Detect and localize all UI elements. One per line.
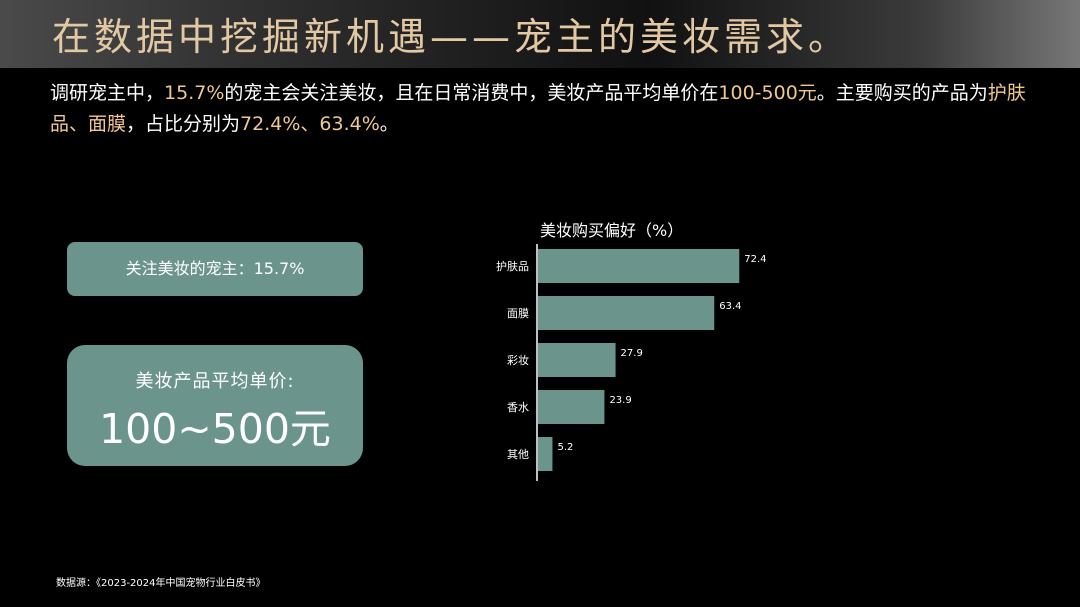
bar-1 [538, 296, 715, 330]
category-label-2: 彩妆 [507, 354, 529, 367]
data-source: 数据源：《2023-2024年中国宠物行业白皮书》 [56, 578, 266, 589]
category-label-4: 其他 [507, 448, 529, 461]
intro-text-2: 的宠主会关注美妆，且在日常消费中，美妆产品平均单价在 [224, 82, 719, 104]
intro-text-3: 。主要购买的产品为 [816, 82, 988, 104]
intro-text-5: 。 [379, 113, 399, 135]
intro-highlight-price: 100-500元 [718, 82, 817, 104]
value-label-0: 72.4 [744, 254, 766, 265]
intro-highlight-percent: 15.7% [164, 82, 225, 104]
value-label-2: 27.9 [621, 348, 643, 359]
price-stat-card: 美妆产品平均单价: 100~500元 [67, 345, 363, 466]
intro-highlight-products: 护肤品、面膜 [50, 82, 1026, 135]
bar-3 [538, 390, 605, 424]
chart-title: 美妆购买偏好（%） [540, 221, 683, 240]
price-stat-value: 100~500元 [99, 405, 331, 453]
intro-highlight-shares: 72.4%、63.4% [240, 113, 380, 135]
category-label-0: 护肤品 [496, 259, 529, 273]
preference-bar-chart: 美妆购买偏好（%） 护肤品 72.4 面膜 63.4 彩妆 27.9 香水 23.9 其他 5.2 [496, 221, 767, 481]
value-label-1: 63.4 [719, 301, 741, 312]
category-label-3: 香水 [507, 401, 529, 414]
focus-stat-card: 关注美妆的宠主：15.7% [67, 242, 363, 296]
bar-2 [538, 343, 616, 377]
page-title: 在数据中挖掘新机遇——宠主的美妆需求。 [52, 15, 851, 59]
focus-stat-text: 关注美妆的宠主：15.7% [125, 259, 305, 278]
value-label-3: 23.9 [609, 395, 631, 406]
intro-text-1: 调研宠主中， [50, 82, 165, 104]
price-stat-label: 美妆产品平均单价: [135, 371, 295, 392]
intro-paragraph: 调研宠主中，15.7%的宠主会关注美妆，且在日常消费中，美妆产品平均单价在100… [50, 78, 1040, 140]
bar-0 [538, 249, 740, 283]
intro-text-4: ，占比分别为 [126, 113, 241, 135]
title-bar [0, 0, 1080, 68]
bar-4 [538, 437, 553, 471]
value-label-4: 5.2 [557, 442, 573, 453]
category-label-1: 面膜 [507, 307, 529, 320]
